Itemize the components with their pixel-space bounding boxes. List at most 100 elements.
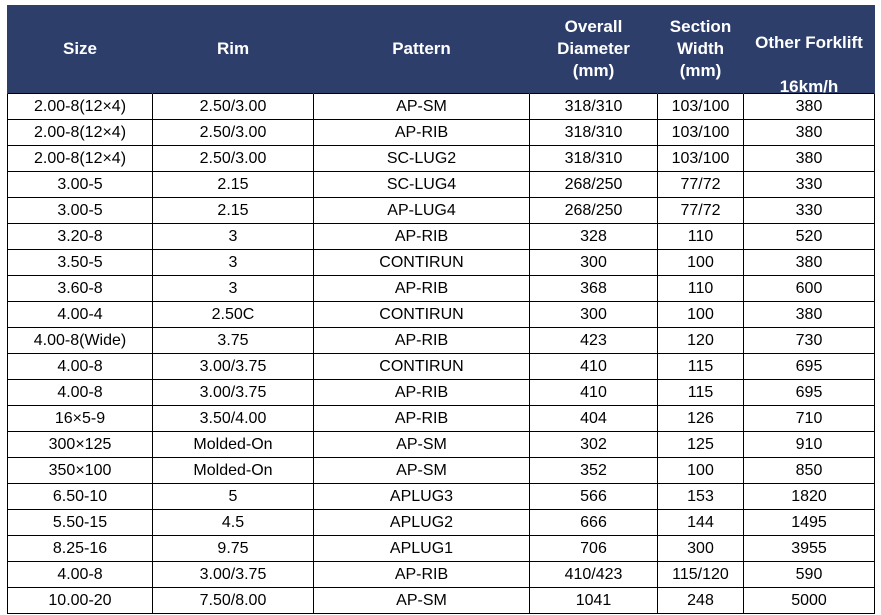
cell-size: 3.00-5 — [7, 171, 153, 198]
cell-size: 3.60-8 — [7, 275, 153, 302]
table-row: 300×125 Molded-On AP-SM 302 125 910 — [7, 431, 875, 458]
cell-size: 3.50-5 — [7, 249, 153, 276]
cell-pattern: AP-RIB — [313, 379, 530, 406]
cell-diameter: 318/310 — [529, 145, 658, 172]
cell-pattern: APLUG2 — [313, 509, 530, 536]
cell-pattern: CONTIRUN — [313, 353, 530, 380]
header-overall-diameter: Overall Diameter (mm) — [529, 5, 658, 94]
table-row: 3.00-5 2.15 AP-LUG4 268/250 77/72 330 — [7, 197, 875, 224]
table-row: 4.00-8(Wide) 3.75 AP-RIB 423 120 730 — [7, 327, 875, 354]
cell-pattern: AP-RIB — [313, 223, 530, 250]
cell-rim: 3.00/3.75 — [152, 379, 314, 406]
cell-size: 4.00-8 — [7, 379, 153, 406]
cell-pattern: AP-RIB — [313, 405, 530, 432]
cell-pattern: AP-LUG4 — [313, 197, 530, 224]
table-row: 8.25-16 9.75 APLUG1 706 300 3955 — [7, 535, 875, 562]
table-body: 2.00-8(12×4) 2.50/3.00 AP-SM 318/310 103/100… — [7, 93, 875, 614]
cell-diameter: 318/310 — [529, 119, 658, 146]
cell-forklift: 710 — [743, 405, 875, 432]
cell-rim: 3.00/3.75 — [152, 561, 314, 588]
cell-pattern: AP-SM — [313, 457, 530, 484]
cell-width: 110 — [657, 223, 744, 250]
cell-width: 300 — [657, 535, 744, 562]
header-pattern: Pattern — [313, 5, 530, 94]
cell-width: 144 — [657, 509, 744, 536]
cell-width: 103/100 — [657, 93, 744, 120]
cell-diameter: 302 — [529, 431, 658, 458]
cell-rim: 4.5 — [152, 509, 314, 536]
table-row: 2.00-8(12×4) 2.50/3.00 AP-RIB 318/310 103/10… — [7, 119, 875, 146]
cell-forklift: 380 — [743, 301, 875, 328]
header-diameter-line1: Overall — [564, 17, 623, 36]
cell-width: 77/72 — [657, 197, 744, 224]
cell-width: 115 — [657, 379, 744, 406]
table-row: 3.50-5 3 CONTIRUN 300 100 380 — [7, 249, 875, 276]
table-row: 6.50-10 5 APLUG3 566 153 1820 — [7, 483, 875, 510]
cell-pattern: APLUG1 — [313, 535, 530, 562]
tire-spec-table: Size Rim Pattern Overall Diameter (mm) S… — [7, 5, 875, 614]
cell-rim: 2.50/3.00 — [152, 93, 314, 120]
cell-size: 4.00-8 — [7, 353, 153, 380]
header-forklift-line1: Other Forklift — [755, 33, 863, 52]
cell-pattern: SC-LUG2 — [313, 145, 530, 172]
header-rim: Rim — [152, 5, 314, 94]
cell-rim: 7.50/8.00 — [152, 587, 314, 614]
cell-width: 100 — [657, 301, 744, 328]
cell-rim: 3.50/4.00 — [152, 405, 314, 432]
cell-size: 4.00-8(Wide) — [7, 327, 153, 354]
table-row: 4.00-8 3.00/3.75 CONTIRUN 410 115 695 — [7, 353, 875, 380]
cell-forklift: 380 — [743, 119, 875, 146]
cell-size: 10.00-20 — [7, 587, 153, 614]
table-row: 350×100 Molded-On AP-SM 352 100 850 — [7, 457, 875, 484]
table-row: 3.00-5 2.15 SC-LUG4 268/250 77/72 330 — [7, 171, 875, 198]
cell-width: 100 — [657, 457, 744, 484]
table-row: 3.60-8 3 AP-RIB 368 110 600 — [7, 275, 875, 302]
header-other-forklift: Other Forklift 16km/h — [743, 5, 875, 96]
cell-forklift: 3955 — [743, 535, 875, 562]
cell-rim: 9.75 — [152, 535, 314, 562]
table-header: Size Rim Pattern Overall Diameter (mm) S… — [7, 5, 875, 96]
cell-width: 126 — [657, 405, 744, 432]
table-row: 10.00-20 7.50/8.00 AP-SM 1041 248 5000 — [7, 587, 875, 614]
cell-diameter: 268/250 — [529, 171, 658, 198]
cell-rim: 3.75 — [152, 327, 314, 354]
cell-size: 16×5-9 — [7, 405, 153, 432]
cell-size: 3.00-5 — [7, 197, 153, 224]
cell-size: 6.50-10 — [7, 483, 153, 510]
cell-pattern: SC-LUG4 — [313, 171, 530, 198]
cell-width: 100 — [657, 249, 744, 276]
cell-size: 2.00-8(12×4) — [7, 145, 153, 172]
cell-forklift: 520 — [743, 223, 875, 250]
cell-pattern: APLUG3 — [313, 483, 530, 510]
cell-pattern: AP-RIB — [313, 327, 530, 354]
cell-width: 103/100 — [657, 119, 744, 146]
cell-diameter: 666 — [529, 509, 658, 536]
cell-diameter: 410 — [529, 379, 658, 406]
header-diameter-line2: Diameter — [557, 39, 630, 58]
cell-diameter: 423 — [529, 327, 658, 354]
table-row: 4.00-8 3.00/3.75 AP-RIB 410/423 115/120 590 — [7, 561, 875, 588]
header-forklift-line2: 16km/h — [779, 77, 839, 96]
cell-diameter: 706 — [529, 535, 658, 562]
cell-diameter: 1041 — [529, 587, 658, 614]
cell-pattern: AP-SM — [313, 587, 530, 614]
cell-size: 8.25-16 — [7, 535, 153, 562]
cell-width: 103/100 — [657, 145, 744, 172]
cell-width: 120 — [657, 327, 744, 354]
cell-diameter: 268/250 — [529, 197, 658, 224]
cell-rim: 2.15 — [152, 197, 314, 224]
cell-forklift: 1820 — [743, 483, 875, 510]
cell-rim: 2.50C — [152, 301, 314, 328]
cell-forklift: 600 — [743, 275, 875, 302]
header-section-width: Section Width (mm) — [657, 5, 744, 94]
cell-rim: 5 — [152, 483, 314, 510]
cell-forklift: 330 — [743, 197, 875, 224]
cell-rim: 3 — [152, 249, 314, 276]
cell-forklift: 695 — [743, 353, 875, 380]
cell-width: 115 — [657, 353, 744, 380]
cell-width: 110 — [657, 275, 744, 302]
cell-forklift: 330 — [743, 171, 875, 198]
header-size: Size — [7, 5, 153, 94]
cell-width: 115/120 — [657, 561, 744, 588]
cell-diameter: 300 — [529, 249, 658, 276]
